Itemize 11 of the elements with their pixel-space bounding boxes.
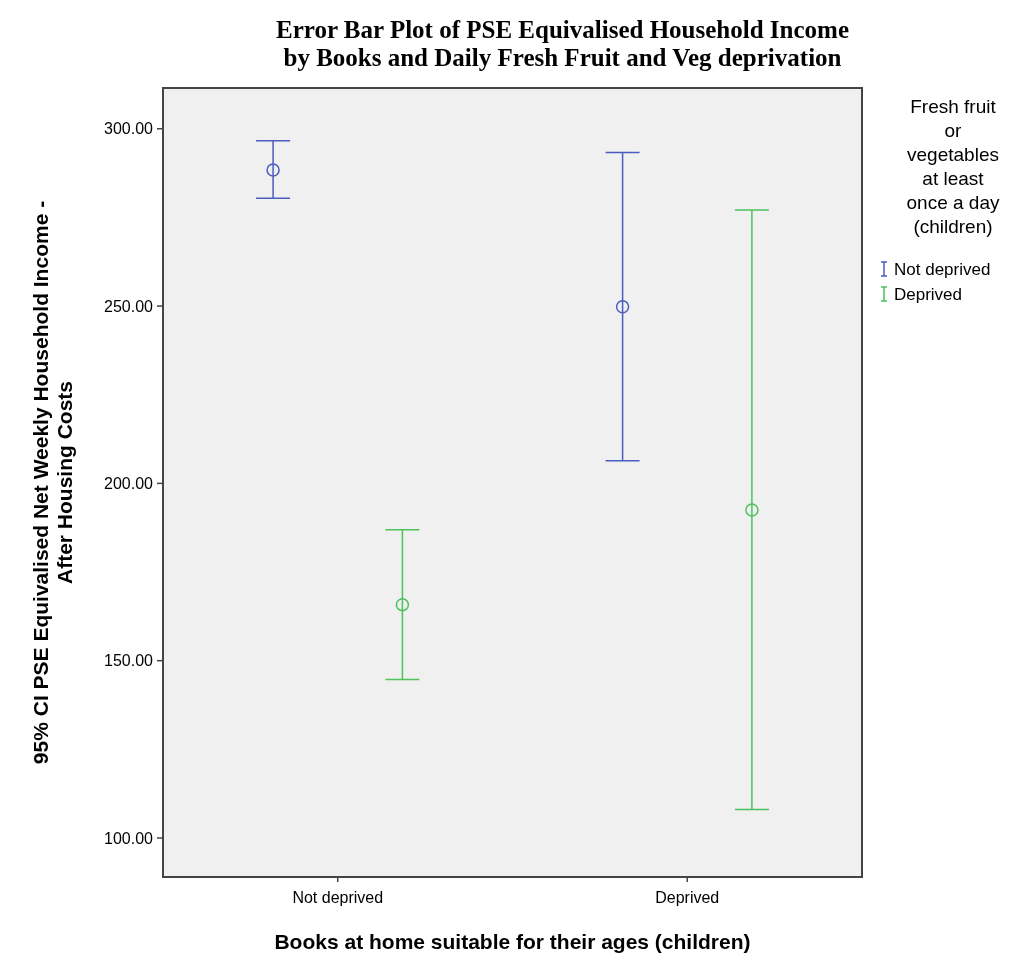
legend-label: Not deprived	[894, 259, 991, 279]
y-tick-label: 300.00	[104, 120, 154, 138]
y-axis-title: 95% CI PSE Equivalised Net Weekly Household Income - After Housing Costs	[29, 200, 76, 765]
y-tick-label: 200.00	[104, 474, 154, 492]
y-tick-label: 150.00	[104, 652, 154, 670]
x-axis-title: Books at home suitable for their ages (children)	[274, 930, 751, 953]
chart-title: Error Bar Plot of PSE Equivalised Household Income by Books and Daily Fresh Fruit and Veg deprivation	[276, 16, 849, 71]
legend-title: Fresh fruit or vegetables at least once a day (children)	[906, 96, 1000, 237]
y-tick-label: 100.00	[104, 829, 154, 847]
legend-label: Deprived	[894, 284, 963, 304]
y-tick-label: 250.00	[104, 297, 154, 315]
